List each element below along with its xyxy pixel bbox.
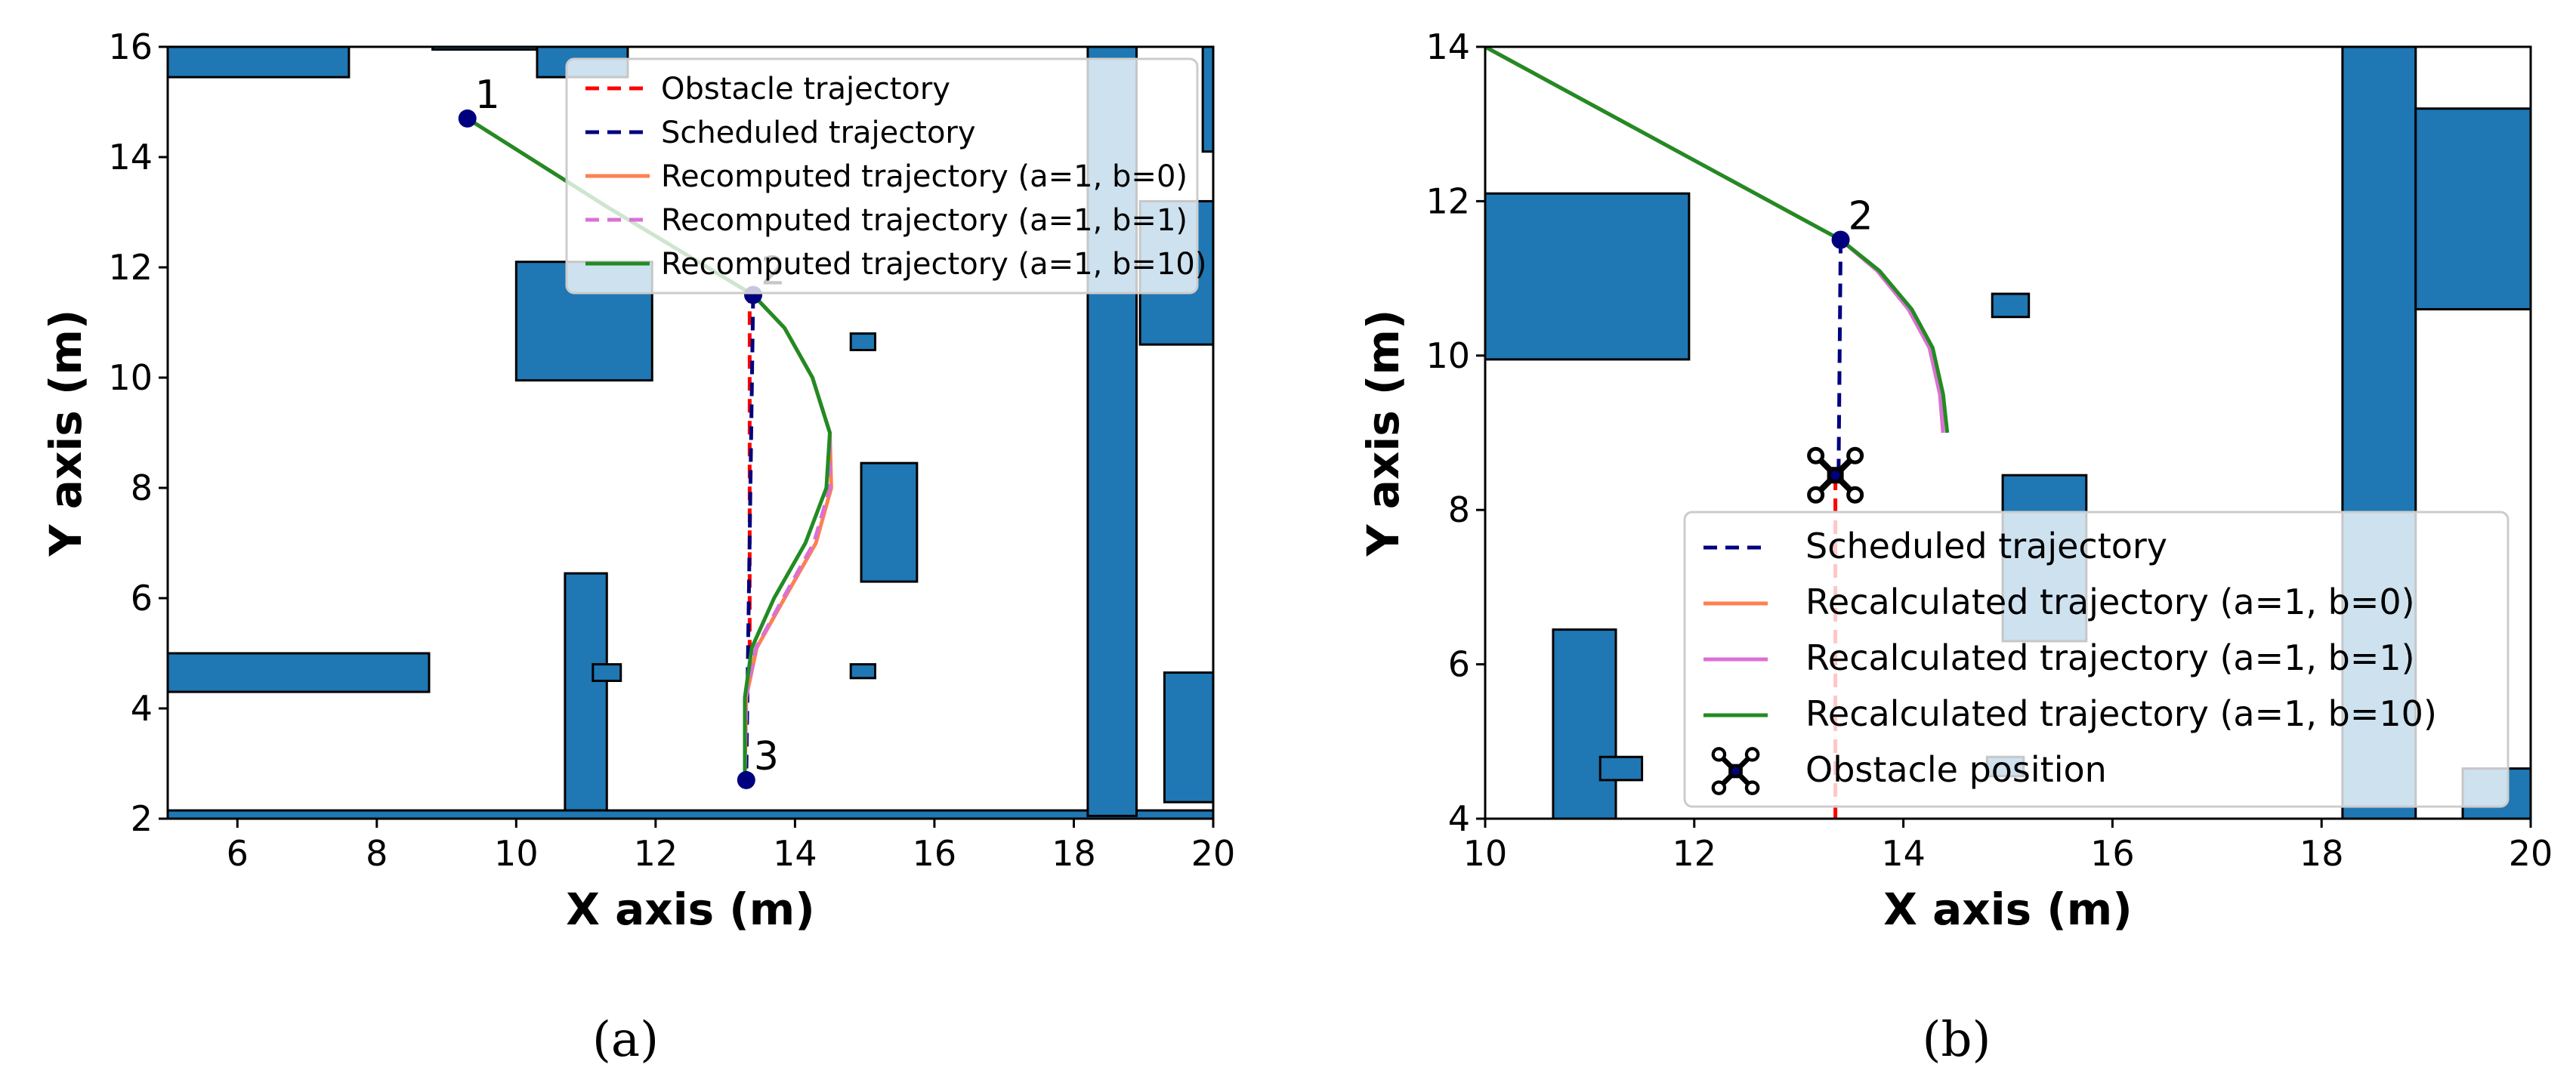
x-axis-label: X axis (m): [1883, 884, 2133, 935]
y-tick-label-4: 12: [1425, 181, 1470, 221]
obstacle-position-marker: [1807, 446, 1864, 504]
x-tick-label-0: 6: [227, 833, 249, 874]
legend-entry-4: Recalculated trajectory (a=1, b=10): [1805, 693, 2437, 734]
y-tick-label-0: 2: [131, 798, 153, 839]
legend: Scheduled trajectory Recalculated traject…: [1683, 511, 2510, 808]
y-tick-label-3: 8: [131, 467, 153, 508]
obstacle-3: [1991, 292, 2031, 319]
y-tick-label-0: 4: [1448, 798, 1470, 839]
obstacle-4: [564, 572, 608, 815]
legend-entry-3: Recalculated trajectory (a=1, b=1): [1805, 637, 2415, 678]
panel-caption: (a): [592, 1012, 659, 1068]
y-tick-label-6: 14: [108, 137, 153, 177]
x-tick-label-5: 16: [913, 833, 957, 874]
x-tick-label-6: 18: [1052, 833, 1096, 874]
x-tick-label-0: 10: [1463, 833, 1508, 874]
obstacle-10: [849, 663, 877, 680]
obstacle-2: [1598, 755, 1644, 782]
drone-rotor-2: [1711, 780, 1727, 795]
obstacle-5: [591, 663, 622, 682]
obstacle-0: [1485, 192, 1691, 361]
drone-rotor-0: [1807, 446, 1825, 464]
obstacle-14: [1201, 47, 1213, 153]
drone-center: [1830, 471, 1840, 480]
y-tick-label-1: 6: [1448, 644, 1470, 685]
x-axis-label: X axis (m): [566, 884, 815, 935]
x-tick-label-2: 14: [1881, 833, 1926, 874]
y-axis-label: Y axis (m): [40, 310, 91, 557]
drone-rotor-1: [1744, 747, 1760, 762]
obstacle-8: [849, 332, 877, 352]
x-tick-label-4: 18: [2300, 833, 2344, 874]
legend-drone-icon: [1711, 747, 1760, 795]
legend-entry-1: Scheduled trajectory: [661, 116, 976, 150]
legend-entry-2: Recalculated trajectory (a=1, b=0): [1805, 582, 2415, 622]
y-tick-label-7: 16: [108, 26, 153, 67]
plot-frame: [166, 45, 1215, 820]
legend-entry-0: Obstacle trajectory: [661, 72, 950, 106]
waypoint-marker-3: [737, 770, 755, 789]
legend-entry-4: Recomputed trajectory (a=1, b=10): [661, 247, 1206, 282]
series-line-1: [1836, 239, 1843, 476]
plot-frame: [1484, 45, 2532, 820]
legend-entry-1: Scheduled trajectory: [1805, 526, 2167, 566]
x-tick-label-5: 20: [2509, 833, 2553, 874]
drone-rotor-2: [1807, 486, 1825, 504]
x-tick-label-1: 12: [1673, 833, 1717, 874]
series-line-4: [1485, 47, 1950, 434]
panel-a: 12368101214161820246810121416X axis (m)Y…: [40, 26, 1235, 1068]
y-tick-label-2: 6: [131, 578, 153, 619]
waypoint-label-2: 2: [1849, 194, 1873, 239]
waypoint-label-1: 1: [475, 73, 500, 118]
legend-entry-3: Recomputed trajectory (a=1, b=1): [661, 203, 1188, 238]
obstacle-6: [168, 652, 431, 693]
legend-box: [565, 57, 1199, 295]
legend: Obstacle trajectory Scheduled trajectory R…: [565, 57, 1206, 295]
legend-entry-obstacle-position: Obstacle position: [1805, 749, 2107, 790]
drone-rotor-0: [1711, 747, 1727, 762]
obstacle-9: [860, 461, 919, 583]
panel-b: 2 10 12 14 16 18 20 4 6 8 10 12 14 X axis (m) Y axis (…: [1357, 26, 2553, 1068]
x-tick-label-3: 12: [634, 833, 678, 874]
waypoint-label-3: 3: [754, 734, 779, 779]
obstacle-7: [168, 809, 1213, 819]
legend-entry-2: Recomputed trajectory (a=1, b=0): [661, 159, 1188, 194]
x-tick-label-2: 10: [494, 833, 539, 874]
drone-center: [1731, 767, 1740, 776]
x-tick-label-1: 8: [366, 833, 388, 874]
x-tick-label-4: 14: [773, 833, 817, 874]
obstacle-1: [1552, 628, 1617, 819]
y-tick-label-4: 10: [108, 357, 153, 398]
y-tick-label-5: 14: [1425, 26, 1470, 67]
obstacle-7: [2414, 107, 2531, 310]
y-tick-label-2: 8: [1448, 489, 1470, 530]
x-tick-label-3: 16: [2090, 833, 2135, 874]
x-tick-label-7: 20: [1191, 833, 1236, 874]
drone-rotor-3: [1744, 780, 1760, 795]
waypoint-marker-1: [458, 109, 477, 128]
drone-rotor-3: [1846, 486, 1864, 504]
waypoint-marker-2: [1831, 230, 1850, 249]
obstacle-0: [168, 47, 351, 79]
legend-box: [1683, 511, 2510, 808]
panel-caption: (b): [1923, 1012, 1991, 1068]
y-tick-label-5: 12: [108, 247, 153, 288]
obstacle-13: [1163, 671, 1213, 804]
y-tick-label-1: 4: [131, 688, 153, 729]
y-axis-label: Y axis (m): [1357, 310, 1409, 557]
drone-rotor-1: [1846, 446, 1864, 464]
y-tick-label-3: 10: [1425, 335, 1470, 376]
